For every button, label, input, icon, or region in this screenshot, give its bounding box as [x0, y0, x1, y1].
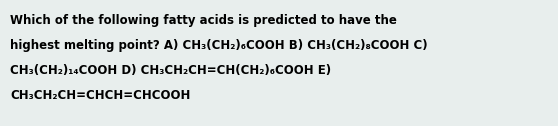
Text: CH₃CH₂CH=CHCH=CHCOOH: CH₃CH₂CH=CHCH=CHCOOH — [10, 89, 190, 102]
Text: Which of the following fatty acids is predicted to have the: Which of the following fatty acids is pr… — [10, 14, 397, 27]
Text: highest melting point? A) CH₃(CH₂)₆COOH B) CH₃(CH₂)₈COOH C): highest melting point? A) CH₃(CH₂)₆COOH … — [10, 39, 427, 52]
Text: CH₃(CH₂)₁₄COOH D) CH₃CH₂CH=CH(CH₂)₆COOH E): CH₃(CH₂)₁₄COOH D) CH₃CH₂CH=CH(CH₂)₆COOH … — [10, 64, 331, 77]
